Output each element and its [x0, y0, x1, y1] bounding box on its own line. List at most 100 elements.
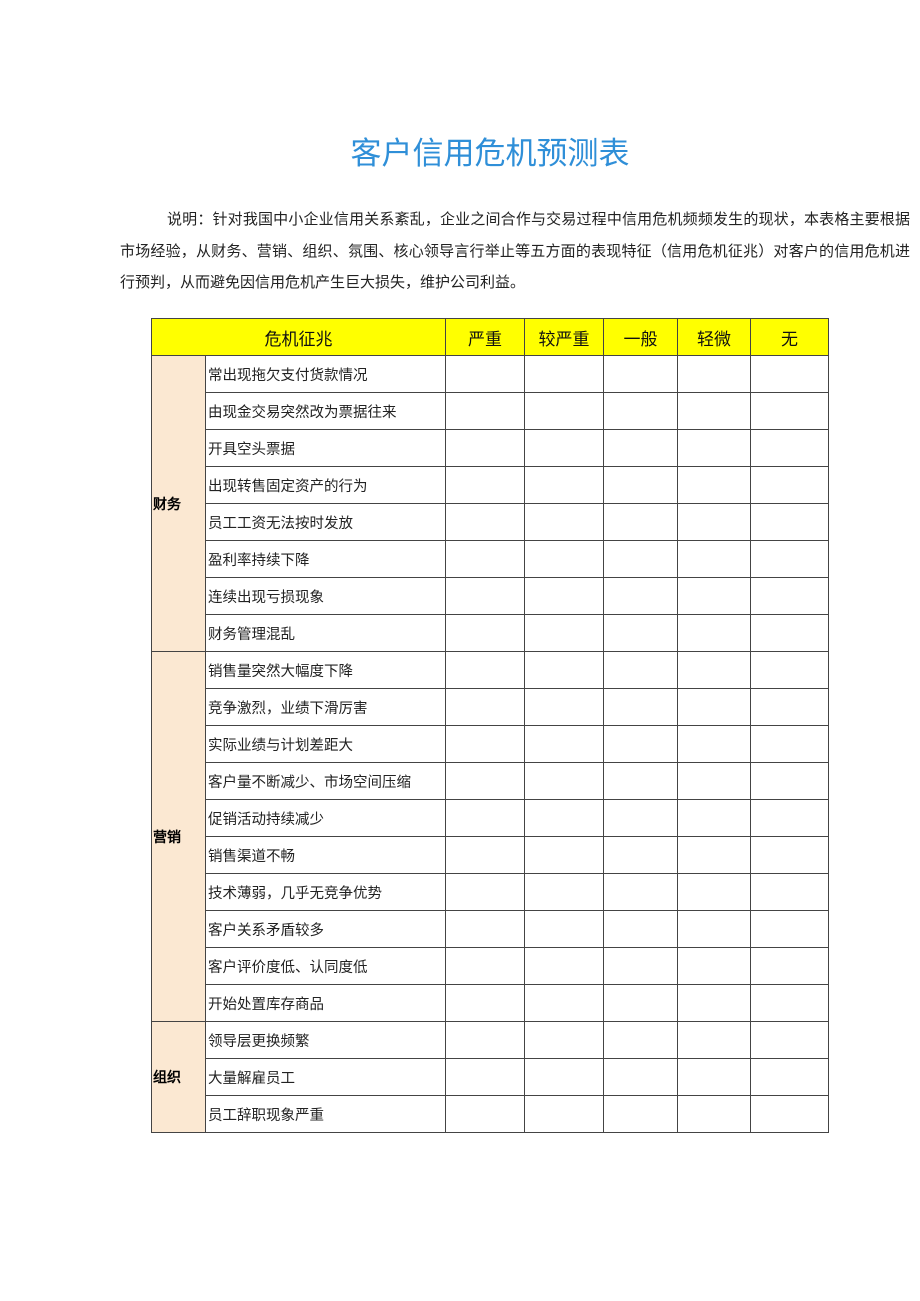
rating-cell[interactable]	[750, 725, 829, 763]
rating-cell[interactable]	[445, 429, 525, 467]
rating-cell[interactable]	[524, 836, 604, 874]
rating-cell[interactable]	[445, 503, 525, 541]
rating-cell[interactable]	[750, 429, 829, 467]
rating-cell[interactable]	[524, 1021, 604, 1059]
rating-cell[interactable]	[750, 762, 829, 800]
rating-cell[interactable]	[445, 725, 525, 763]
rating-cell[interactable]	[603, 947, 678, 985]
rating-cell[interactable]	[524, 540, 604, 578]
rating-cell[interactable]	[603, 540, 678, 578]
rating-cell[interactable]	[750, 1095, 829, 1133]
rating-cell[interactable]	[524, 429, 604, 467]
rating-cell[interactable]	[524, 577, 604, 615]
rating-cell[interactable]	[677, 355, 751, 393]
rating-cell[interactable]	[524, 947, 604, 985]
rating-cell[interactable]	[524, 1058, 604, 1096]
rating-cell[interactable]	[445, 1021, 525, 1059]
rating-cell[interactable]	[524, 799, 604, 837]
rating-cell[interactable]	[524, 503, 604, 541]
rating-cell[interactable]	[750, 540, 829, 578]
rating-cell[interactable]	[603, 910, 678, 948]
rating-cell[interactable]	[750, 873, 829, 911]
rating-cell[interactable]	[677, 762, 751, 800]
rating-cell[interactable]	[524, 466, 604, 504]
rating-cell[interactable]	[524, 910, 604, 948]
rating-cell[interactable]	[750, 836, 829, 874]
rating-cell[interactable]	[750, 984, 829, 1022]
rating-cell[interactable]	[445, 1058, 525, 1096]
rating-cell[interactable]	[677, 1021, 751, 1059]
rating-cell[interactable]	[750, 799, 829, 837]
rating-cell[interactable]	[677, 614, 751, 652]
rating-cell[interactable]	[603, 614, 678, 652]
rating-cell[interactable]	[677, 392, 751, 430]
rating-cell[interactable]	[677, 688, 751, 726]
rating-cell[interactable]	[677, 799, 751, 837]
rating-cell[interactable]	[750, 503, 829, 541]
rating-cell[interactable]	[524, 614, 604, 652]
rating-cell[interactable]	[750, 910, 829, 948]
rating-cell[interactable]	[524, 688, 604, 726]
rating-cell[interactable]	[524, 725, 604, 763]
rating-cell[interactable]	[750, 392, 829, 430]
rating-cell[interactable]	[603, 1058, 678, 1096]
rating-cell[interactable]	[677, 725, 751, 763]
rating-cell[interactable]	[524, 873, 604, 911]
rating-cell[interactable]	[445, 910, 525, 948]
rating-cell[interactable]	[603, 873, 678, 911]
rating-cell[interactable]	[750, 577, 829, 615]
rating-cell[interactable]	[677, 503, 751, 541]
rating-cell[interactable]	[603, 392, 678, 430]
rating-cell[interactable]	[445, 947, 525, 985]
rating-cell[interactable]	[603, 355, 678, 393]
rating-cell[interactable]	[677, 947, 751, 985]
rating-cell[interactable]	[603, 503, 678, 541]
rating-cell[interactable]	[445, 984, 525, 1022]
rating-cell[interactable]	[445, 651, 525, 689]
rating-cell[interactable]	[603, 688, 678, 726]
rating-cell[interactable]	[445, 355, 525, 393]
rating-cell[interactable]	[445, 762, 525, 800]
rating-cell[interactable]	[603, 466, 678, 504]
rating-cell[interactable]	[677, 577, 751, 615]
rating-cell[interactable]	[750, 614, 829, 652]
rating-cell[interactable]	[750, 688, 829, 726]
rating-cell[interactable]	[445, 466, 525, 504]
rating-cell[interactable]	[603, 651, 678, 689]
rating-cell[interactable]	[677, 1095, 751, 1133]
rating-cell[interactable]	[603, 1095, 678, 1133]
rating-cell[interactable]	[603, 725, 678, 763]
rating-cell[interactable]	[603, 984, 678, 1022]
rating-cell[interactable]	[677, 540, 751, 578]
rating-cell[interactable]	[603, 1021, 678, 1059]
rating-cell[interactable]	[677, 1058, 751, 1096]
rating-cell[interactable]	[445, 873, 525, 911]
rating-cell[interactable]	[677, 984, 751, 1022]
rating-cell[interactable]	[677, 873, 751, 911]
rating-cell[interactable]	[524, 392, 604, 430]
rating-cell[interactable]	[603, 577, 678, 615]
rating-cell[interactable]	[750, 355, 829, 393]
rating-cell[interactable]	[524, 1095, 604, 1133]
rating-cell[interactable]	[677, 910, 751, 948]
rating-cell[interactable]	[677, 651, 751, 689]
rating-cell[interactable]	[445, 1095, 525, 1133]
rating-cell[interactable]	[445, 836, 525, 874]
rating-cell[interactable]	[677, 466, 751, 504]
rating-cell[interactable]	[677, 429, 751, 467]
rating-cell[interactable]	[750, 1021, 829, 1059]
rating-cell[interactable]	[677, 836, 751, 874]
rating-cell[interactable]	[445, 577, 525, 615]
rating-cell[interactable]	[750, 651, 829, 689]
rating-cell[interactable]	[445, 614, 525, 652]
rating-cell[interactable]	[524, 651, 604, 689]
rating-cell[interactable]	[603, 799, 678, 837]
rating-cell[interactable]	[603, 429, 678, 467]
rating-cell[interactable]	[603, 762, 678, 800]
rating-cell[interactable]	[750, 1058, 829, 1096]
rating-cell[interactable]	[445, 392, 525, 430]
rating-cell[interactable]	[524, 355, 604, 393]
rating-cell[interactable]	[750, 947, 829, 985]
rating-cell[interactable]	[524, 984, 604, 1022]
rating-cell[interactable]	[524, 762, 604, 800]
